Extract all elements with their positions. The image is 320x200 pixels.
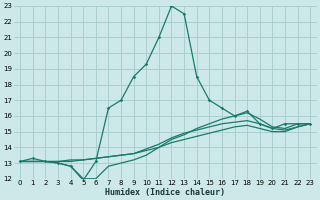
X-axis label: Humidex (Indice chaleur): Humidex (Indice chaleur) bbox=[105, 188, 225, 197]
